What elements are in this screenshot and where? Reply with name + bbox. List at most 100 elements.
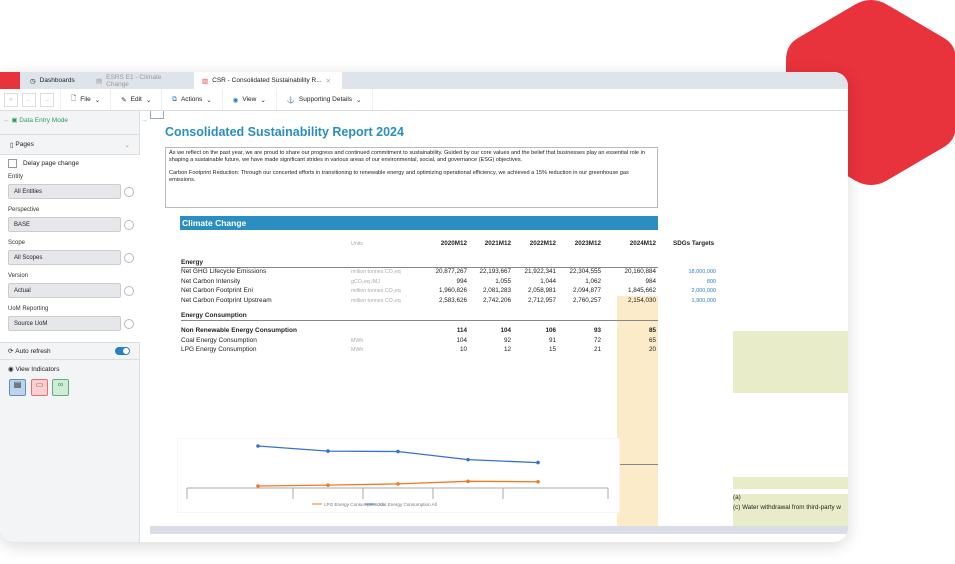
field-select[interactable]: Actual	[8, 283, 121, 298]
gear-icon[interactable]	[124, 319, 134, 329]
view-menu[interactable]: ◉ View ⌄	[223, 89, 277, 110]
field-label: Entity	[8, 174, 24, 180]
sdg-target: 2,000,000	[691, 288, 716, 295]
expand-icon[interactable]: →	[141, 117, 148, 124]
field-label: UoM Reporting	[8, 306, 49, 312]
data-cell[interactable]: 2,094,877	[572, 287, 601, 295]
pages-icon: ▯	[10, 141, 16, 149]
delay-page-change-checkbox[interactable]: Delay page change	[8, 159, 148, 168]
sdg-target: 1,900,000	[691, 297, 716, 304]
indicator-comment-icon[interactable]: ▭	[31, 379, 48, 396]
indicator-panel-icon[interactable]: ▤	[9, 379, 26, 396]
refresh-icon: ⟳	[8, 348, 16, 355]
data-cell[interactable]: 1,062	[585, 277, 601, 285]
legend-label: Coal Energy Consumption All	[377, 502, 437, 507]
file-menu[interactable]: 🗋 File ⌄	[60, 89, 112, 110]
data-cell[interactable]: 10	[459, 346, 467, 354]
row-label: Net Carbon Footprint Upstream	[181, 296, 272, 304]
tab-esrs-e1[interactable]: ▤ ESRS E1 - Climate Change	[96, 73, 162, 88]
data-point	[326, 483, 330, 487]
row-label: Non Renewable Energy Consumption	[181, 327, 297, 334]
row-label: Net Carbon Footprint Eni	[181, 287, 253, 295]
data-cell[interactable]: 92	[503, 336, 511, 344]
actions-menu[interactable]: ⧉ Actions ⌄	[162, 89, 223, 110]
pages-dropdown[interactable]: ▯ Pages ⌄	[0, 134, 140, 155]
horizontal-scrollbar[interactable]	[150, 526, 848, 534]
gear-icon[interactable]	[124, 286, 134, 296]
data-cell[interactable]: 2,760,257	[572, 296, 601, 304]
data-cell[interactable]: 65	[648, 336, 656, 344]
data-cell[interactable]: 20,877,267	[435, 268, 467, 275]
data-cell[interactable]: 22,304,555	[569, 268, 601, 275]
data-cell[interactable]: 85	[648, 327, 656, 334]
data-cell[interactable]: 1,055	[495, 277, 511, 285]
data-cell[interactable]: 12	[503, 346, 511, 354]
first-icon[interactable]: «	[4, 92, 18, 107]
data-cell[interactable]: 2,154,030	[627, 296, 656, 304]
field-label: Scope	[8, 240, 26, 246]
data-cell[interactable]: 1,044	[540, 277, 556, 285]
data-cell[interactable]: 93	[593, 327, 601, 334]
data-cell[interactable]: 106	[545, 327, 556, 334]
data-cell[interactable]: 15	[548, 346, 556, 354]
sdg-notes-column	[733, 331, 848, 526]
forward-icon[interactable]: →	[40, 92, 54, 107]
chevron-down-icon: ⌄	[124, 141, 130, 149]
field-select[interactable]: BASE	[8, 217, 121, 232]
data-cell[interactable]: 2,058,981	[527, 287, 556, 295]
data-cell[interactable]: 1,960,826	[438, 287, 467, 295]
gear-icon[interactable]	[124, 253, 134, 263]
indicator-link-icon[interactable]: ∞	[52, 379, 69, 396]
gear-icon[interactable]	[124, 220, 134, 230]
data-cell[interactable]: 1,845,662	[627, 287, 656, 295]
column-header: 2020M12	[440, 240, 467, 247]
data-point	[466, 479, 470, 484]
data-cell[interactable]: 21,922,341	[524, 268, 556, 275]
back-icon[interactable]: ←	[22, 92, 36, 107]
arrow-left-icon: ←	[3, 116, 12, 124]
auto-refresh-toggle[interactable]	[115, 347, 130, 355]
data-cell[interactable]: 994	[456, 277, 467, 285]
data-cell[interactable]: 984	[645, 277, 656, 285]
data-cell[interactable]: 20,160,884	[624, 268, 656, 275]
row-unit: gCO₂eq /MJ	[351, 278, 380, 285]
data-cell[interactable]: 104	[456, 336, 467, 344]
sidebar: ← ▣ Data Entry Mode ▯ Pages ⌄ Delay page …	[0, 111, 140, 542]
data-cell[interactable]: 20	[648, 346, 656, 354]
close-icon[interactable]: ✕	[325, 77, 332, 85]
data-cell[interactable]: 114	[456, 327, 467, 334]
document-icon: ▤	[96, 77, 103, 85]
field-select[interactable]: Source UoM	[8, 316, 121, 331]
data-cell[interactable]: 91	[548, 336, 556, 344]
anchor-icon: ⚓	[286, 96, 295, 104]
data-cell[interactable]: 2,712,957	[527, 296, 556, 304]
section-header-climate-change: Climate Change	[180, 216, 658, 230]
edit-menu[interactable]: ✎ Edit ⌄	[111, 89, 163, 110]
field-select[interactable]: All Entities	[8, 184, 121, 199]
data-cell[interactable]: 2,583,626	[438, 296, 467, 304]
data-cell[interactable]: 104	[500, 327, 511, 334]
data-cell[interactable]: 72	[593, 336, 601, 344]
data-cell[interactable]: 2,081,283	[482, 287, 511, 295]
chevron-down-icon: ⌄	[94, 96, 101, 104]
section-heading: Energy Consumption	[181, 312, 658, 321]
tab-dashboards[interactable]: ◷ Dashboards	[30, 77, 75, 85]
note: (c) Water withdrawal from third-party w	[733, 504, 841, 512]
tab-csr-report[interactable]: ▥ CSR - Consolidated Sustainability R... ✕	[194, 72, 342, 89]
column-header: 2021M12	[484, 240, 511, 247]
data-cell[interactable]: 2,742,206	[482, 296, 511, 304]
report-content: Consolidated Sustainability Report 2024 …	[150, 111, 848, 526]
data-cell[interactable]: 22,193,667	[479, 268, 511, 275]
field-select[interactable]: All Scopes	[8, 250, 121, 265]
intro-textbox[interactable]: As we reflect on the past year, we are p…	[165, 147, 658, 208]
report-icon: ▥	[202, 77, 209, 85]
data-point	[536, 479, 540, 484]
data-point	[536, 460, 540, 465]
supporting-details-menu[interactable]: ⚓ Supporting Details ⌄	[277, 89, 373, 110]
sdg-target: 800	[706, 278, 716, 285]
data-entry-mode[interactable]: ← ▣ Data Entry Mode	[3, 116, 69, 125]
data-cell[interactable]: 21	[593, 346, 601, 354]
gear-icon[interactable]	[124, 187, 134, 197]
section-heading: Energy	[181, 259, 658, 268]
